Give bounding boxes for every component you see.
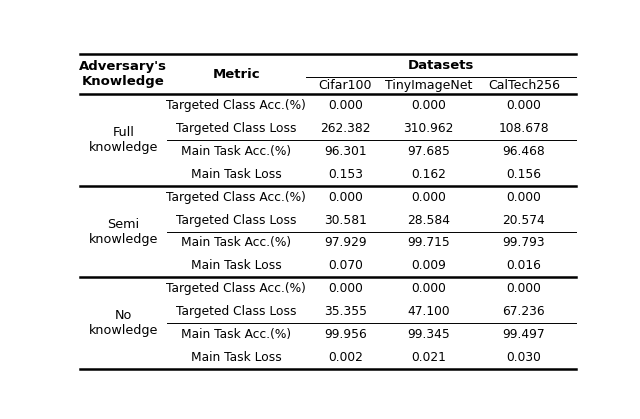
Text: 0.000: 0.000	[411, 191, 446, 204]
Text: 262.382: 262.382	[320, 122, 371, 135]
Text: 108.678: 108.678	[499, 122, 549, 135]
Text: 310.962: 310.962	[403, 122, 454, 135]
Text: 0.000: 0.000	[328, 99, 363, 112]
Text: Targeted Class Loss: Targeted Class Loss	[176, 122, 296, 135]
Text: 99.497: 99.497	[502, 328, 545, 341]
Text: Main Task Loss: Main Task Loss	[191, 168, 282, 181]
Text: Targeted Class Acc.(%): Targeted Class Acc.(%)	[166, 99, 306, 112]
Text: 96.468: 96.468	[502, 145, 545, 158]
Text: Metric: Metric	[212, 68, 260, 81]
Text: 47.100: 47.100	[407, 305, 450, 318]
Text: 0.153: 0.153	[328, 168, 363, 181]
Text: 30.581: 30.581	[324, 214, 367, 227]
Text: 0.070: 0.070	[328, 259, 363, 272]
Text: 0.016: 0.016	[506, 259, 541, 272]
Text: 0.030: 0.030	[506, 351, 541, 364]
Text: 67.236: 67.236	[502, 305, 545, 318]
Text: 0.000: 0.000	[506, 99, 541, 112]
Text: 0.009: 0.009	[411, 259, 446, 272]
Text: 99.956: 99.956	[324, 328, 367, 341]
Text: Main Task Acc.(%): Main Task Acc.(%)	[181, 236, 291, 249]
Text: 99.793: 99.793	[502, 236, 545, 249]
Text: Main Task Acc.(%): Main Task Acc.(%)	[181, 328, 291, 341]
Text: 0.162: 0.162	[411, 168, 446, 181]
Text: Targeted Class Acc.(%): Targeted Class Acc.(%)	[166, 191, 306, 204]
Text: Main Task Loss: Main Task Loss	[191, 351, 282, 364]
Text: 97.929: 97.929	[324, 236, 367, 249]
Text: 0.000: 0.000	[411, 99, 446, 112]
Text: Full
knowledge: Full knowledge	[89, 126, 158, 154]
Text: 96.301: 96.301	[324, 145, 367, 158]
Text: 0.000: 0.000	[506, 282, 541, 295]
Text: 0.000: 0.000	[328, 282, 363, 295]
Text: Cifar100: Cifar100	[319, 80, 372, 93]
Text: 35.355: 35.355	[324, 305, 367, 318]
Text: Targeted Class Loss: Targeted Class Loss	[176, 305, 296, 318]
Text: 97.685: 97.685	[407, 145, 450, 158]
Text: CalTech256: CalTech256	[488, 80, 560, 93]
Text: 99.715: 99.715	[407, 236, 450, 249]
Text: 0.000: 0.000	[506, 191, 541, 204]
Text: 99.345: 99.345	[407, 328, 450, 341]
Text: Main Task Loss: Main Task Loss	[191, 259, 282, 272]
Text: Targeted Class Loss: Targeted Class Loss	[176, 214, 296, 227]
Text: Datasets: Datasets	[408, 59, 474, 72]
Text: 28.584: 28.584	[407, 214, 450, 227]
Text: Semi
knowledge: Semi knowledge	[89, 217, 158, 246]
Text: TinyImageNet: TinyImageNet	[385, 80, 472, 93]
Text: Adversary's
Knowledge: Adversary's Knowledge	[79, 60, 168, 88]
Text: No
knowledge: No knowledge	[89, 309, 158, 337]
Text: 0.021: 0.021	[411, 351, 446, 364]
Text: 0.000: 0.000	[411, 282, 446, 295]
Text: 20.574: 20.574	[502, 214, 545, 227]
Text: 0.000: 0.000	[328, 191, 363, 204]
Text: 0.156: 0.156	[506, 168, 541, 181]
Text: 0.002: 0.002	[328, 351, 363, 364]
Text: Main Task Acc.(%): Main Task Acc.(%)	[181, 145, 291, 158]
Text: Targeted Class Acc.(%): Targeted Class Acc.(%)	[166, 282, 306, 295]
